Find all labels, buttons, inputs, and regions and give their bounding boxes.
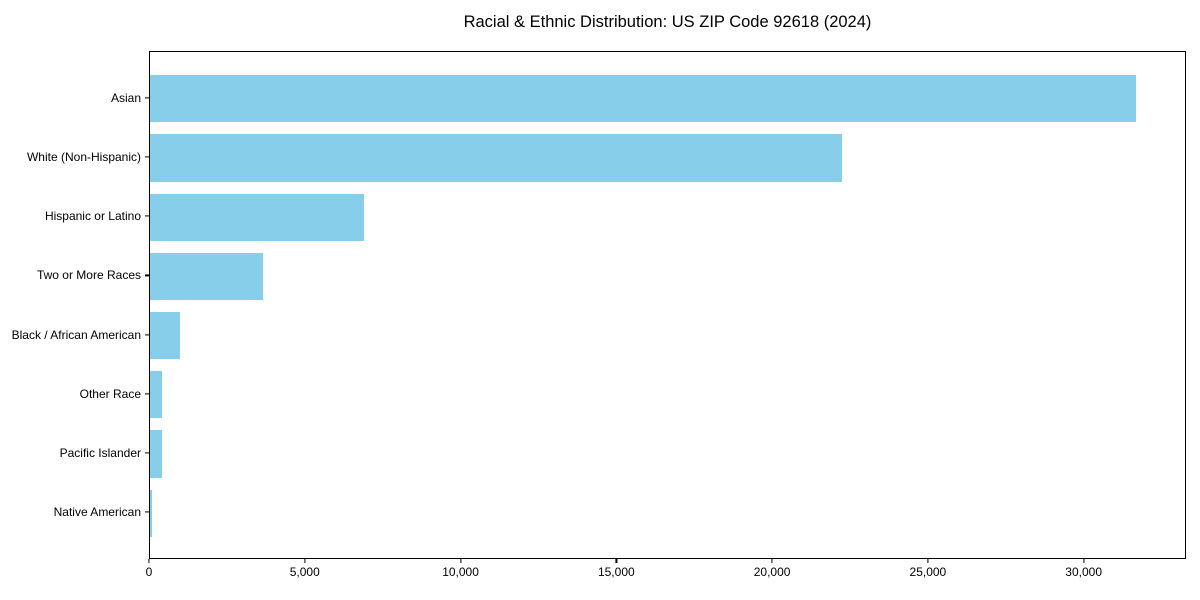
bar-native-american (150, 489, 153, 537)
x-tick-label: 10,000 (442, 565, 479, 579)
x-tick-label: 20,000 (753, 565, 791, 579)
y-tick-label-black-african-american: Black / African American (11, 327, 141, 342)
y-tick-mark (145, 215, 149, 217)
y-tick-label-other-race: Other Race (79, 386, 141, 401)
y-tick-mark (145, 156, 149, 158)
x-tick-label: 15,000 (597, 565, 635, 579)
y-tick-label-two-or-more-races: Two or More Races (36, 268, 141, 283)
x-tick-label: 30,000 (1065, 565, 1102, 579)
x-tick-mark (459, 559, 462, 563)
x-tick-label: 25,000 (909, 565, 947, 579)
x-tick-mark (304, 559, 306, 563)
bar-asian (150, 75, 1136, 123)
y-tick-mark (145, 334, 149, 336)
y-tick-label-asian: Asian (110, 90, 141, 105)
x-tick-mark (927, 559, 929, 563)
bar-white-non-hispanic (150, 134, 842, 182)
bar-black-african-american (150, 311, 181, 360)
x-tick-mark (771, 559, 773, 563)
bar-hispanic-or-latino (150, 193, 364, 241)
y-tick-mark (145, 393, 149, 395)
bar-two-or-more-races (150, 252, 264, 301)
y-tick-mark (145, 97, 149, 99)
bar-other-race (150, 371, 163, 419)
y-tick-label-hispanic-or-latino: Hispanic or Latino (44, 209, 141, 224)
x-tick-label: 0 (145, 565, 153, 579)
y-tick-mark (145, 452, 149, 454)
x-tick-mark (148, 559, 150, 563)
y-tick-mark (145, 511, 149, 513)
y-tick-label-native-american: Native American (53, 505, 141, 520)
x-tick-mark (615, 559, 617, 563)
chart-title: Racial & Ethnic Distribution: US ZIP Cod… (463, 13, 872, 31)
x-tick-mark (1083, 559, 1085, 563)
y-tick-mark (145, 274, 149, 276)
y-tick-label-pacific-islander: Pacific Islander (59, 446, 141, 461)
y-tick-label-white-non-hispanic: White (Non-Hispanic) (26, 149, 141, 164)
x-tick-label: 5,000 (289, 565, 320, 579)
bar-pacific-islander (150, 430, 162, 478)
plot-area (149, 51, 1186, 559)
